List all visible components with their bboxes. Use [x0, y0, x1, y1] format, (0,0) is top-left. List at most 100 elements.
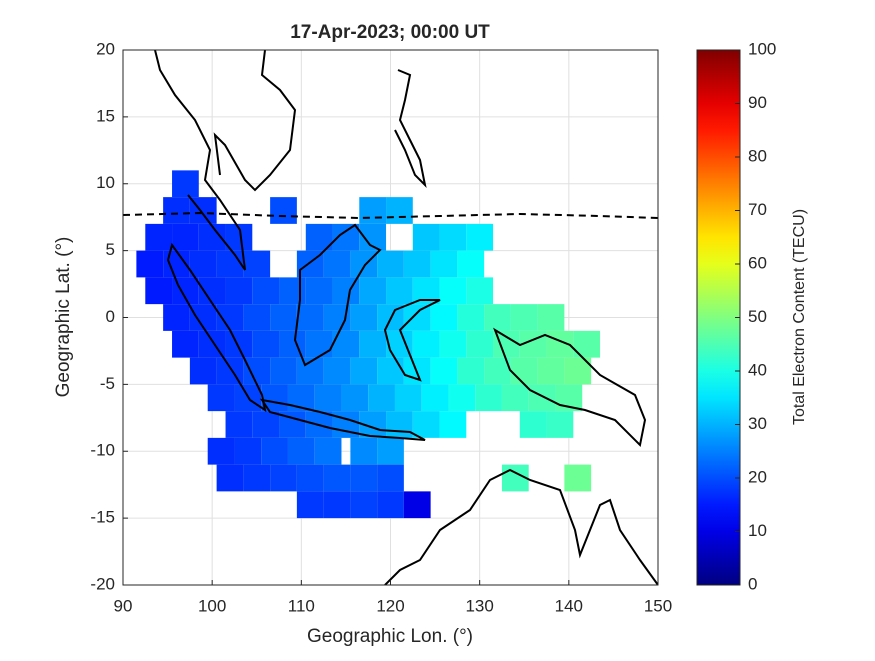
tec-cell — [172, 223, 199, 251]
tec-cell — [314, 384, 342, 412]
tec-cell — [350, 437, 378, 465]
x-tick-label: 150 — [644, 596, 672, 615]
colorbar-tick-label: 10 — [748, 521, 767, 540]
tec-cell — [323, 491, 351, 519]
tec-cell — [403, 304, 431, 331]
tec-cell — [537, 357, 565, 385]
tec-cell — [296, 464, 324, 492]
tec-cell — [350, 464, 378, 492]
tec-cell — [439, 277, 467, 305]
x-tick-label: 100 — [198, 596, 226, 615]
colorbar — [696, 49, 741, 586]
tec-cell — [270, 464, 297, 492]
tec-cell — [350, 357, 378, 385]
tec-cell — [475, 384, 502, 412]
tec-cell — [341, 384, 369, 412]
tec-cell — [386, 277, 413, 305]
tec-cell — [368, 384, 395, 412]
tec-cell — [172, 330, 199, 358]
tec-cell — [484, 304, 511, 331]
tec-cell — [394, 384, 422, 412]
y-axis-label: Geographic Lat. (°) — [53, 237, 74, 398]
tec-cell — [403, 250, 431, 278]
y-tick-label: -5 — [100, 374, 115, 393]
colorbar-tick-label: 90 — [748, 93, 767, 112]
tec-cell — [270, 197, 297, 224]
tec-cell — [457, 304, 485, 331]
tec-cell — [439, 330, 467, 358]
tec-cell — [377, 491, 404, 519]
x-tick-label: 130 — [465, 596, 493, 615]
tec-cell — [279, 277, 306, 305]
tec-cell — [163, 304, 190, 331]
coastline — [154, 50, 246, 271]
y-tick-label: 15 — [96, 106, 115, 125]
colorbar-tick-label: 60 — [748, 253, 767, 272]
tec-cell — [510, 357, 538, 385]
tec-cell — [359, 330, 387, 358]
tec-cell — [136, 250, 164, 278]
tec-cell — [243, 304, 271, 331]
tec-cell — [430, 357, 458, 385]
colorbar-tick-label: 20 — [748, 467, 767, 486]
coastline — [383, 299, 441, 382]
y-tick-label: 20 — [96, 39, 115, 58]
tec-cell — [145, 223, 173, 251]
tec-cell — [448, 384, 476, 412]
tec-cell — [377, 357, 404, 385]
x-tick-label: 120 — [376, 596, 404, 615]
tec-cell — [145, 277, 173, 305]
tec-cell — [430, 250, 458, 278]
coastlines — [123, 50, 658, 585]
chart-title: 17-Apr-2023; 00:00 UT — [290, 22, 490, 43]
tec-cell — [207, 437, 235, 465]
tec-cell — [172, 170, 199, 198]
tec-cell — [207, 384, 235, 412]
tec-cell — [296, 304, 324, 331]
tec-cell — [412, 223, 440, 251]
coastline — [166, 242, 267, 413]
tec-cell — [243, 464, 271, 492]
magnetic-equator — [123, 211, 658, 220]
tec-cell — [350, 304, 378, 331]
tec-cell — [457, 357, 485, 385]
coastline — [213, 50, 297, 192]
x-axis-label: Geographic Lon. (°) — [307, 626, 473, 647]
tec-cell — [386, 411, 413, 438]
tec-cell — [528, 384, 556, 412]
tec-cell — [403, 491, 431, 519]
tec-cell — [243, 250, 271, 278]
tec-cell — [466, 223, 494, 251]
tec-cell — [252, 411, 280, 438]
colorbar-tick-label: 70 — [748, 200, 767, 219]
tec-cell — [225, 277, 253, 305]
tec-cell — [439, 411, 467, 438]
y-tick-label: 0 — [106, 307, 115, 326]
tec-cell — [252, 330, 280, 358]
coastline — [259, 398, 426, 441]
tec-cell — [377, 250, 404, 278]
coastline — [384, 468, 658, 585]
y-tick-label: 10 — [96, 173, 115, 192]
tec-cell — [323, 250, 351, 278]
tec-cell — [457, 250, 485, 278]
y-tick-label: -15 — [90, 508, 115, 527]
tec-cell — [350, 491, 378, 519]
tec-cell — [350, 250, 378, 278]
x-tick-label: 90 — [114, 596, 133, 615]
tec-cell — [519, 411, 547, 438]
tec-cell — [377, 464, 404, 492]
tec-cell — [216, 464, 244, 492]
colorbar-label: Total Electron Content (TECU) — [791, 209, 808, 425]
tec-cell — [386, 197, 413, 224]
tec-cell — [270, 304, 297, 331]
tec-cell — [270, 357, 297, 385]
tec-cell — [546, 411, 574, 438]
tec-cell — [323, 357, 351, 385]
tec-cell — [412, 411, 440, 438]
coastline — [493, 327, 647, 448]
tec-cell — [163, 197, 190, 224]
tec-cell — [225, 330, 253, 358]
